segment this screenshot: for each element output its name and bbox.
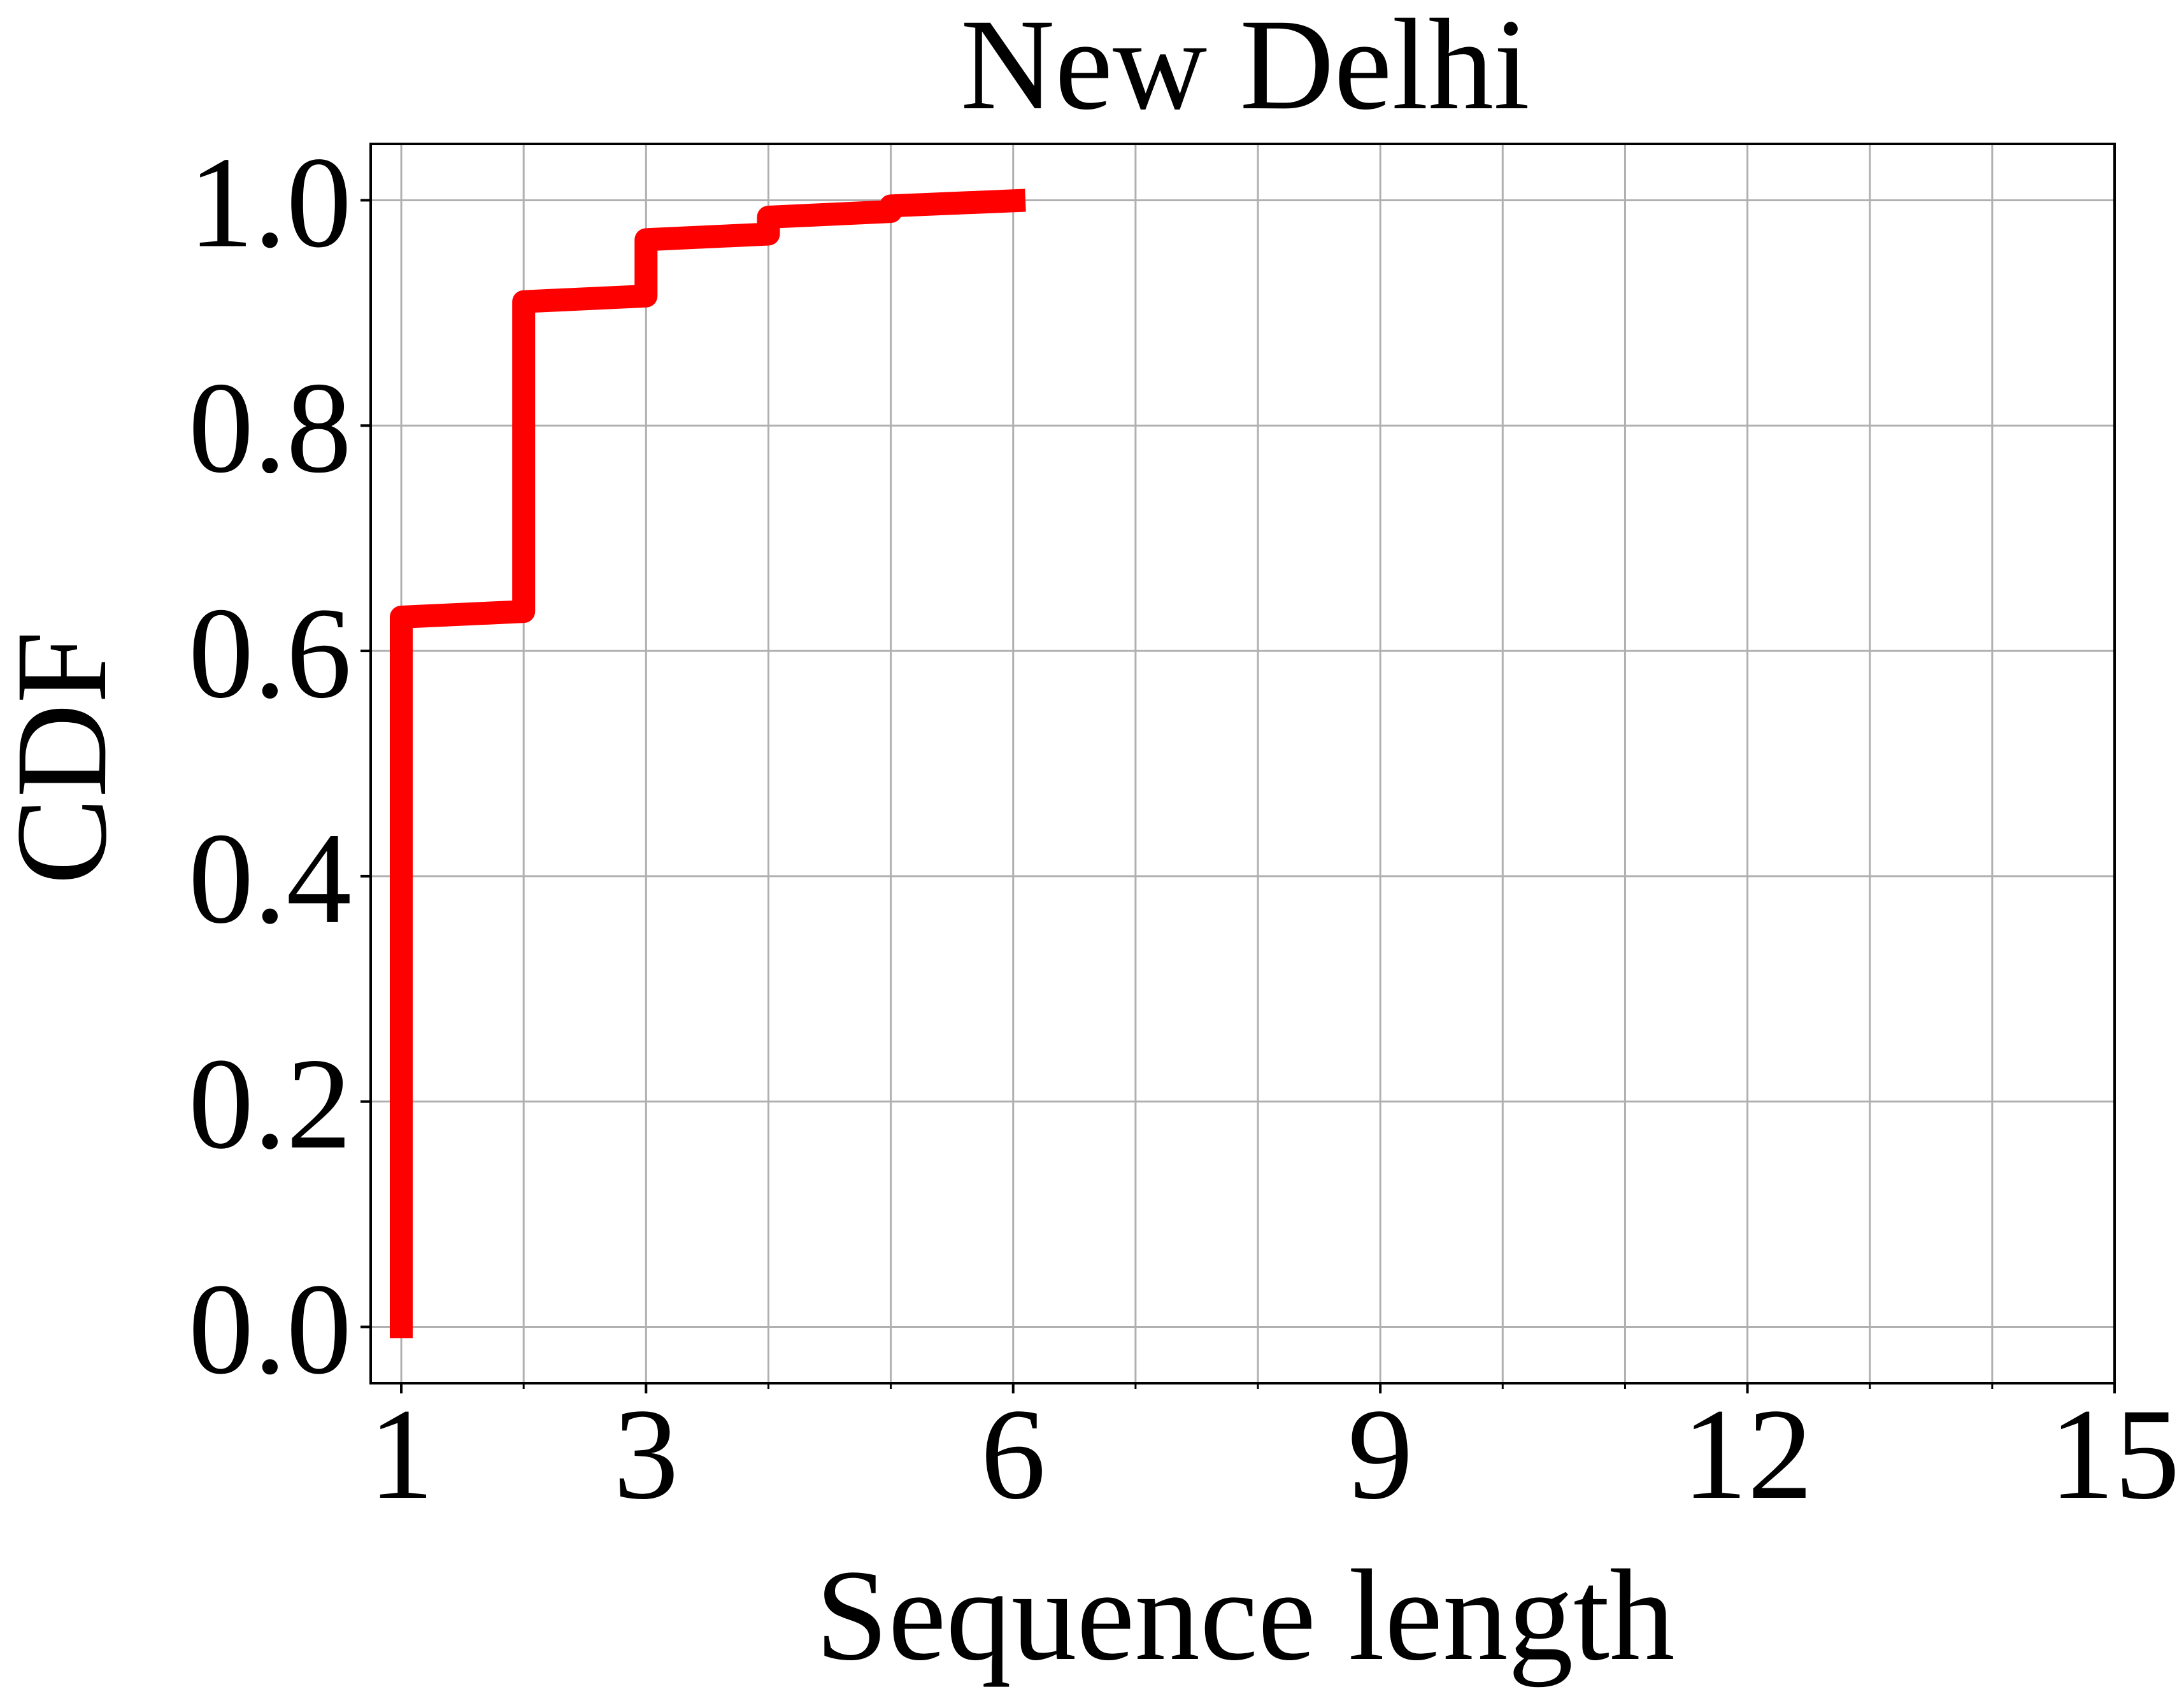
cdf-series-line xyxy=(390,189,1026,1339)
x-tick-label: 12 xyxy=(1682,1382,1813,1527)
y-tick-label: 1.0 xyxy=(189,130,352,274)
plot-frame xyxy=(369,143,2116,1384)
x-tick-label: 1 xyxy=(369,1382,434,1527)
x-tick-label: 6 xyxy=(980,1382,1046,1527)
y-tick-label: 0.0 xyxy=(189,1257,352,1402)
y-axis-label: CDF xyxy=(0,631,134,885)
chart-title: New Delhi xyxy=(960,0,1530,137)
y-tick-label: 0.8 xyxy=(189,355,352,500)
y-tick-label: 0.4 xyxy=(189,806,352,951)
x-tick-label: 15 xyxy=(2050,1382,2180,1527)
grid-lines xyxy=(371,144,2116,1383)
x-tick-label: 3 xyxy=(613,1382,679,1527)
major-ticks xyxy=(360,199,2116,1393)
x-axis-label: Sequence length xyxy=(815,1543,1674,1688)
y-tick-labels: 0.0 0.2 0.4 0.6 0.8 1.0 xyxy=(189,130,352,1401)
y-tick-label: 0.6 xyxy=(189,581,352,725)
x-tick-labels: 1 3 6 9 12 15 xyxy=(369,1382,2180,1527)
y-tick-label: 0.2 xyxy=(189,1032,352,1176)
series-layer xyxy=(390,189,1026,1339)
x-tick-label: 9 xyxy=(1348,1382,1413,1527)
